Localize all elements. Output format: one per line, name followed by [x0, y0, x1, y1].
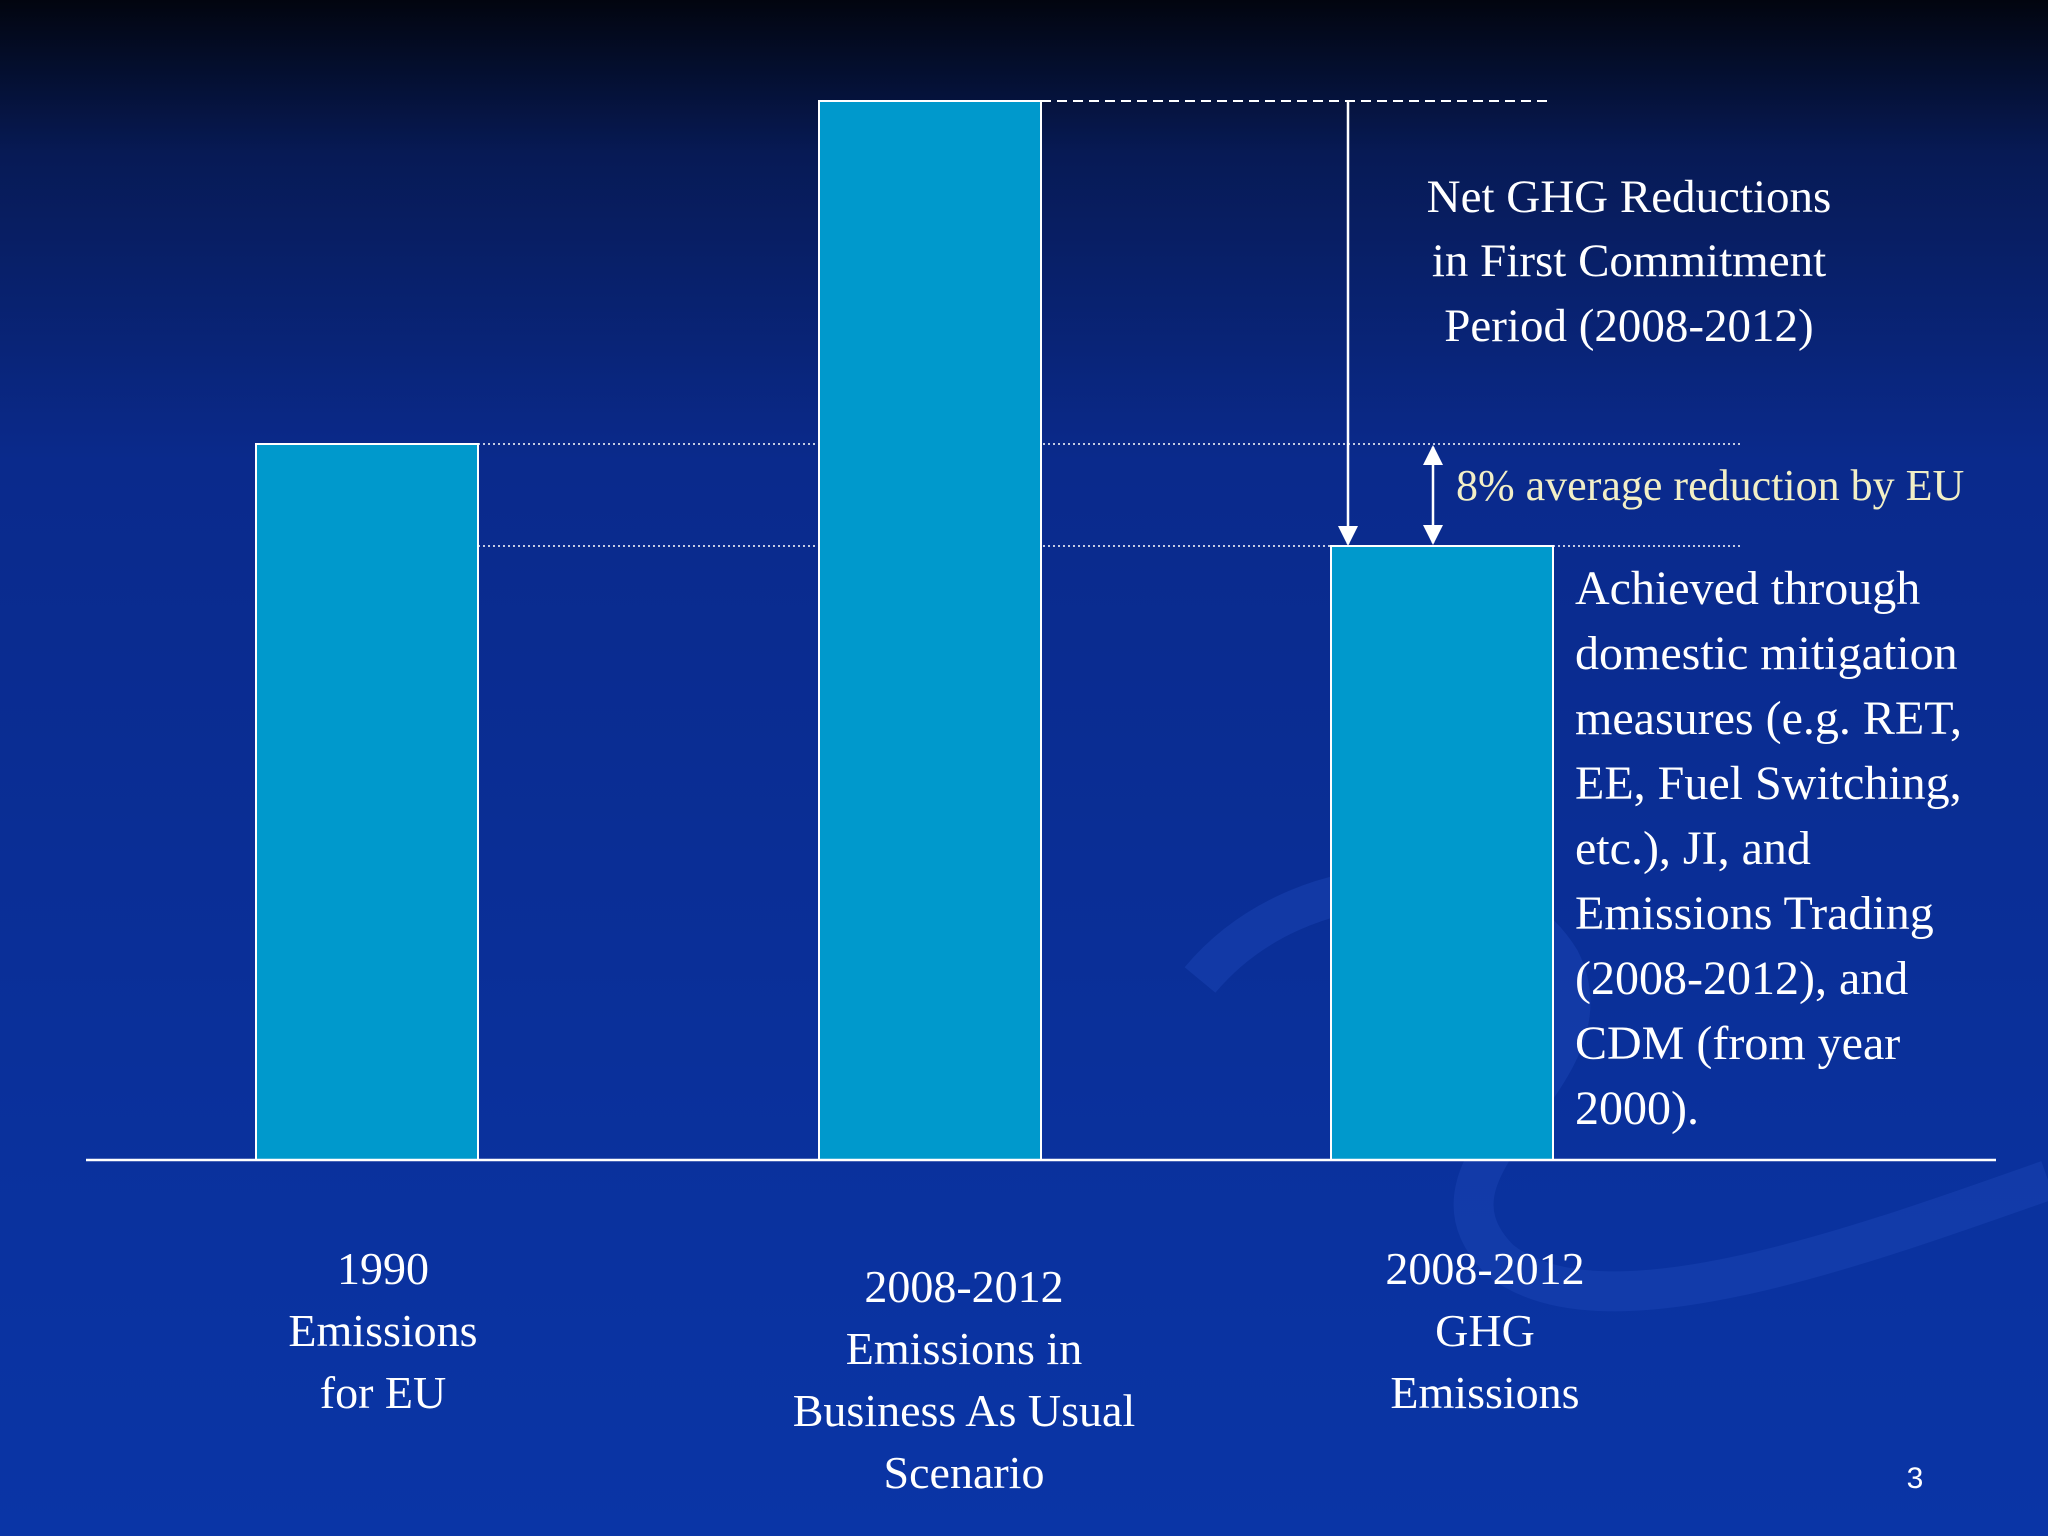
- category-label: Emissions: [1390, 1367, 1579, 1418]
- category-labels: 1990 Emissions for EU 2008-2012 Emissions in…: [288, 1243, 1584, 1498]
- category-label: 2008-2012: [864, 1261, 1063, 1312]
- category-label: Emissions: [288, 1305, 477, 1356]
- note-line: 2000).: [1575, 1082, 1699, 1135]
- net-reductions-note: Net GHG Reductions in First Commitment P…: [1427, 171, 1832, 352]
- achieved-note: Achieved through domestic mitigation measu…: [1575, 562, 1962, 1135]
- note-line: (2008-2012), and: [1575, 952, 1908, 1005]
- bar: [255, 443, 479, 1161]
- category-label: 1990: [337, 1243, 429, 1294]
- category-label: for EU: [320, 1367, 446, 1418]
- category-label: GHG: [1435, 1305, 1535, 1356]
- note-line: CDM (from year: [1575, 1017, 1900, 1070]
- category-label: Business As Usual: [793, 1385, 1135, 1436]
- note-line: measures (e.g. RET,: [1575, 692, 1962, 745]
- category-label: 2008-2012: [1385, 1243, 1584, 1294]
- note-line: EE, Fuel Switching,: [1575, 757, 1962, 810]
- bar: [1330, 545, 1554, 1161]
- bar: [818, 100, 1042, 1161]
- category-label: Scenario: [884, 1447, 1045, 1498]
- note-line: in First Commitment: [1432, 235, 1826, 287]
- category-label: Emissions in: [846, 1323, 1082, 1374]
- note-line: Achieved through: [1575, 562, 1920, 615]
- note-line: Period (2008-2012): [1444, 300, 1813, 352]
- note-line: Emissions Trading: [1575, 887, 1934, 940]
- note-line: Net GHG Reductions: [1427, 171, 1832, 223]
- note-line: domestic mitigation: [1575, 627, 1958, 680]
- note-line: etc.), JI, and: [1575, 822, 1811, 875]
- page-number: 3: [1907, 1462, 1924, 1495]
- reduction-note: 8% average reduction by EU: [1456, 461, 1964, 510]
